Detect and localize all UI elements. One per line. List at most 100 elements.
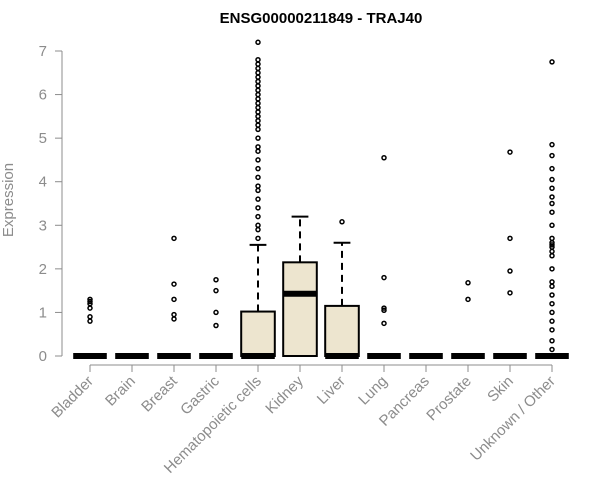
outlier-point (381, 307, 387, 313)
outlier-point (465, 280, 471, 286)
outlier-point (255, 104, 261, 111)
outlier-point (255, 165, 261, 172)
outlier-point (549, 222, 555, 229)
chart-title: ENSG00000211849 - TRAJ40 (220, 10, 423, 27)
x-tick-label: Brain (102, 373, 139, 410)
outlier-point (381, 305, 387, 311)
outlier-point (255, 78, 261, 85)
x-tick-label: Liver (314, 373, 349, 408)
outlier-point (171, 235, 177, 242)
outlier-point (87, 296, 93, 303)
outlier-point (255, 74, 261, 80)
x-tick-label: Prostate (423, 373, 475, 425)
outlier-point (255, 144, 261, 150)
outlier-point (255, 117, 261, 124)
outlier-point (171, 281, 177, 287)
outlier-point (255, 61, 261, 67)
outlier-point (549, 194, 555, 200)
outlier-point (465, 296, 471, 303)
outlier-point (549, 200, 555, 207)
outlier-point (213, 322, 219, 329)
outlier-point (255, 83, 261, 89)
x-tick-label: Breast (138, 372, 181, 415)
outlier-point (549, 266, 555, 272)
outlier-point (549, 300, 555, 307)
outlier-point (255, 70, 261, 76)
outlier-point (255, 148, 261, 154)
outlier-point (549, 318, 555, 324)
outlier-point (255, 126, 261, 133)
outlier-point (549, 283, 555, 290)
outlier-point (381, 274, 387, 281)
outlier-point (255, 96, 261, 102)
outlier-point (549, 292, 555, 298)
outlier-point (255, 91, 261, 98)
outlier-point (549, 59, 555, 65)
outlier-point (255, 135, 261, 141)
x-tick-label: Bladder (48, 373, 97, 422)
outlier-point (549, 176, 555, 183)
outlier-point (255, 235, 261, 242)
outlier-point (255, 113, 261, 120)
y-axis: 0 1 2 3 4 5 6 7 (39, 43, 63, 365)
outlier-point (87, 305, 93, 311)
x-tick-label: Kidney (262, 372, 307, 417)
outlier-point (507, 290, 513, 296)
outlier-point (213, 287, 219, 294)
outlier-point (255, 56, 261, 63)
outlier-point (255, 222, 261, 229)
box-skin (493, 149, 527, 359)
outlier-point (255, 213, 261, 220)
outlier-point (255, 174, 261, 181)
outlier-point (255, 183, 261, 189)
box-iqr (240, 310, 276, 357)
outlier-point (87, 298, 93, 305)
y-tick-label: 2 (39, 261, 47, 278)
y-tick-label: 5 (39, 130, 47, 147)
outlier-point (255, 65, 261, 72)
outlier-point (87, 318, 93, 324)
y-tick-label: 1 (39, 304, 47, 321)
outlier-point (255, 226, 261, 233)
outlier-point (549, 248, 555, 255)
y-tick-label: 3 (39, 217, 47, 234)
outlier-point (549, 152, 555, 159)
outlier-point (213, 309, 219, 316)
outlier-point (255, 87, 261, 93)
outlier-point (549, 209, 555, 215)
box-hematopoietic-cells (240, 39, 276, 359)
outlier-point (255, 100, 261, 107)
box-lung (367, 155, 401, 359)
outlier-point (255, 157, 261, 163)
y-tick-label: 0 (39, 348, 47, 365)
outlier-point (549, 235, 555, 242)
x-tick-label: Skin (484, 373, 517, 406)
outlier-point (549, 242, 555, 248)
y-axis-label: Expression (0, 163, 17, 237)
outlier-point (339, 219, 345, 225)
x-tick-label: Lung (355, 373, 391, 409)
box-liver (324, 219, 360, 359)
outlier-point (549, 346, 555, 353)
box-breast (157, 235, 191, 359)
outlier-point (549, 309, 555, 316)
box-bladder (73, 296, 107, 359)
outlier-point (87, 314, 93, 320)
outlier-point (213, 277, 219, 283)
y-tick-label: 7 (39, 43, 47, 60)
outlier-point (507, 149, 513, 155)
outlier-point (549, 165, 555, 172)
box-unknown-other (535, 59, 569, 359)
box-iqr (324, 304, 360, 357)
outlier-point (549, 327, 555, 333)
outlier-point (507, 235, 513, 242)
boxes-group (73, 39, 569, 359)
box-prostate (451, 280, 485, 359)
box-iqr (282, 261, 318, 358)
outlier-point (255, 205, 261, 211)
y-tick-label: 4 (39, 174, 47, 191)
outlier-point (171, 311, 177, 318)
outlier-point (549, 253, 555, 259)
